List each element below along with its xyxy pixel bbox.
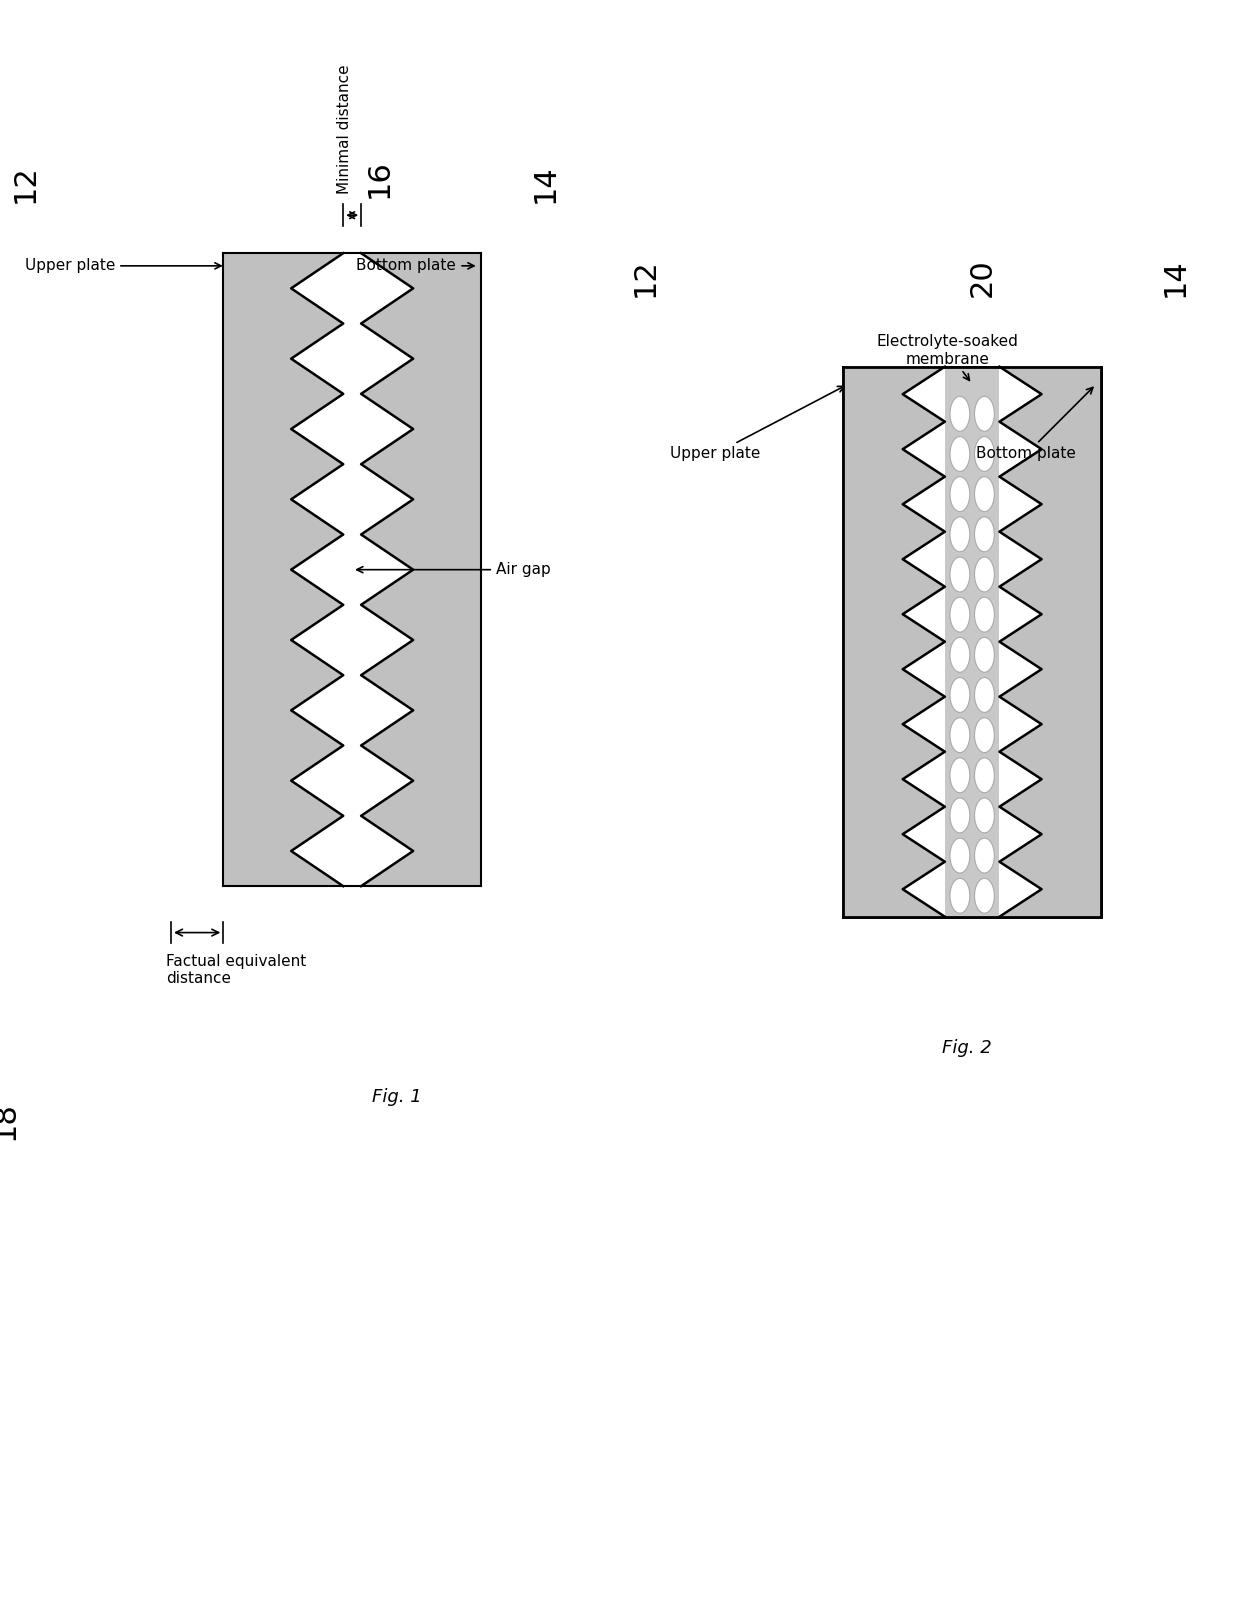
Circle shape <box>975 878 994 914</box>
Circle shape <box>975 837 994 873</box>
Circle shape <box>975 396 994 432</box>
Text: Bottom plate: Bottom plate <box>976 388 1092 461</box>
Text: Factual equivalent
distance: Factual equivalent distance <box>166 954 306 987</box>
Text: 20: 20 <box>967 258 997 297</box>
Circle shape <box>950 717 970 753</box>
Text: Upper plate: Upper plate <box>25 258 221 273</box>
Polygon shape <box>999 367 1101 917</box>
Circle shape <box>975 758 994 792</box>
Polygon shape <box>843 367 945 917</box>
Circle shape <box>950 477 970 511</box>
Circle shape <box>950 638 970 672</box>
Text: Bottom plate: Bottom plate <box>356 258 474 273</box>
Text: Electrolyte-soaked
membrane: Electrolyte-soaked membrane <box>877 334 1018 380</box>
Circle shape <box>950 396 970 432</box>
Circle shape <box>950 677 970 712</box>
Circle shape <box>975 799 994 833</box>
Polygon shape <box>223 253 343 886</box>
Circle shape <box>975 597 994 631</box>
Text: Upper plate: Upper plate <box>670 386 844 461</box>
Polygon shape <box>291 253 413 886</box>
Circle shape <box>975 638 994 672</box>
Circle shape <box>975 557 994 592</box>
Circle shape <box>950 557 970 592</box>
Text: 12: 12 <box>630 258 660 297</box>
Text: Air gap: Air gap <box>357 562 551 578</box>
Circle shape <box>950 837 970 873</box>
Circle shape <box>975 437 994 471</box>
Text: 14: 14 <box>1161 258 1190 297</box>
Circle shape <box>975 717 994 753</box>
Circle shape <box>950 516 970 552</box>
Text: 12: 12 <box>10 164 40 203</box>
Circle shape <box>950 758 970 792</box>
Circle shape <box>975 477 994 511</box>
Circle shape <box>950 597 970 631</box>
Text: 16: 16 <box>365 159 394 198</box>
Circle shape <box>950 437 970 471</box>
Text: Fig. 1: Fig. 1 <box>372 1087 422 1107</box>
Text: Fig. 2: Fig. 2 <box>942 1039 992 1057</box>
Text: 14: 14 <box>531 164 560 203</box>
Circle shape <box>950 878 970 914</box>
Circle shape <box>950 799 970 833</box>
Circle shape <box>975 677 994 712</box>
Text: 18: 18 <box>0 1102 20 1141</box>
Text: Minimal distance: Minimal distance <box>337 65 352 195</box>
Bar <box>843 367 1101 917</box>
Circle shape <box>975 516 994 552</box>
Bar <box>945 367 999 917</box>
Polygon shape <box>361 253 481 886</box>
